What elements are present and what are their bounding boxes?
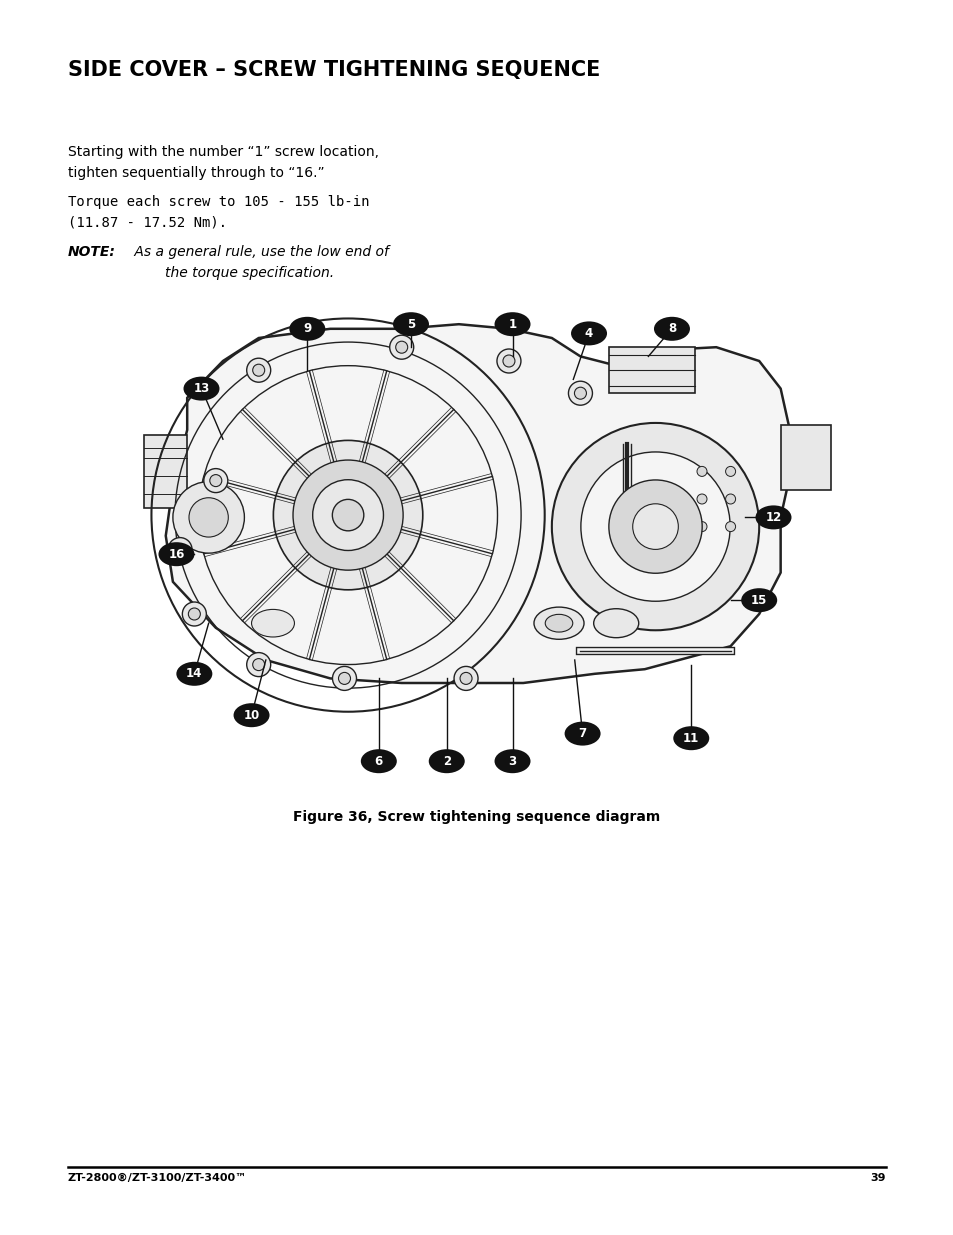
Circle shape [725, 521, 735, 531]
Circle shape [725, 494, 735, 504]
Circle shape [608, 480, 701, 573]
Text: 5: 5 [406, 317, 415, 331]
Ellipse shape [252, 609, 294, 637]
Circle shape [338, 672, 350, 684]
Ellipse shape [571, 321, 606, 346]
Ellipse shape [494, 312, 530, 336]
Text: 2: 2 [442, 755, 451, 768]
Ellipse shape [673, 726, 708, 750]
Circle shape [210, 474, 221, 487]
Text: Figure 36, Screw tightening sequence diagram: Figure 36, Screw tightening sequence dia… [294, 810, 659, 824]
Circle shape [454, 667, 477, 690]
Ellipse shape [534, 608, 583, 640]
Circle shape [551, 422, 759, 630]
Circle shape [188, 608, 200, 620]
Text: ZT-2800®/ZT-3100/ZT-3400™: ZT-2800®/ZT-3100/ZT-3400™ [68, 1173, 247, 1183]
Text: 3: 3 [508, 755, 516, 768]
Text: 10: 10 [243, 709, 259, 721]
Ellipse shape [360, 750, 396, 773]
Ellipse shape [233, 703, 270, 727]
Ellipse shape [545, 614, 572, 632]
Circle shape [204, 468, 228, 493]
Bar [608, 347, 694, 393]
Ellipse shape [654, 317, 689, 341]
Circle shape [389, 335, 414, 359]
Circle shape [632, 504, 678, 550]
Text: 7: 7 [578, 727, 586, 740]
Circle shape [173, 543, 186, 556]
Circle shape [247, 358, 271, 382]
Ellipse shape [289, 317, 325, 341]
Circle shape [274, 441, 422, 590]
Circle shape [293, 461, 403, 571]
Circle shape [189, 498, 228, 537]
Circle shape [697, 467, 706, 477]
Ellipse shape [564, 721, 600, 746]
Ellipse shape [393, 312, 429, 336]
Circle shape [580, 452, 729, 601]
Text: 14: 14 [186, 667, 202, 680]
Text: Starting with the number “1” screw location,
tighten sequentially through to “16: Starting with the number “1” screw locat… [68, 144, 378, 179]
Text: 16: 16 [168, 547, 185, 561]
Circle shape [253, 364, 264, 377]
Text: Torque each screw to 105 - 155 lb-in
(11.87 - 17.52 Nm).: Torque each screw to 105 - 155 lb-in (11… [68, 195, 369, 230]
Circle shape [697, 494, 706, 504]
Ellipse shape [158, 542, 194, 566]
Circle shape [332, 499, 363, 531]
Text: 9: 9 [303, 322, 311, 335]
Circle shape [395, 341, 407, 353]
Ellipse shape [755, 505, 791, 530]
Circle shape [459, 672, 472, 684]
Circle shape [333, 667, 356, 690]
Text: 4: 4 [584, 327, 593, 340]
Text: 11: 11 [682, 731, 699, 745]
Circle shape [168, 537, 192, 562]
Circle shape [198, 366, 497, 664]
Text: 15: 15 [750, 594, 766, 606]
Polygon shape [144, 435, 187, 508]
Ellipse shape [494, 750, 530, 773]
Circle shape [172, 482, 244, 553]
Ellipse shape [593, 609, 639, 637]
Circle shape [182, 601, 206, 626]
Text: SIDE COVER – SCREW TIGHTENING SEQUENCE: SIDE COVER – SCREW TIGHTENING SEQUENCE [68, 61, 599, 80]
Text: 1: 1 [508, 317, 516, 331]
Circle shape [697, 521, 706, 531]
Circle shape [568, 382, 592, 405]
Circle shape [725, 467, 735, 477]
Text: NOTE:: NOTE: [68, 245, 115, 259]
Polygon shape [166, 325, 794, 683]
Ellipse shape [176, 662, 213, 685]
Circle shape [574, 388, 586, 399]
Polygon shape [780, 425, 830, 490]
Text: 12: 12 [764, 511, 781, 524]
Circle shape [247, 652, 271, 677]
Circle shape [497, 350, 520, 373]
Text: 39: 39 [869, 1173, 885, 1183]
Ellipse shape [428, 750, 464, 773]
Text: 13: 13 [193, 382, 210, 395]
Ellipse shape [740, 588, 777, 613]
Text: As a general rule, use the low end of
        the torque specification.: As a general rule, use the low end of th… [130, 245, 389, 279]
Circle shape [502, 354, 515, 367]
Circle shape [313, 479, 383, 551]
Ellipse shape [183, 377, 219, 400]
Circle shape [253, 658, 264, 671]
Text: 6: 6 [375, 755, 382, 768]
Text: 8: 8 [667, 322, 676, 335]
